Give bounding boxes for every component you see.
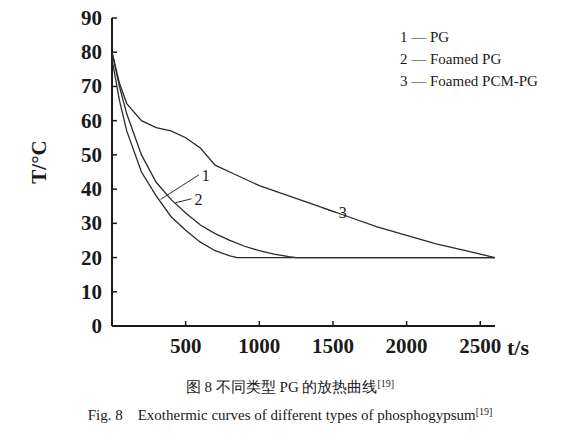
y-tick-label: 60 — [81, 109, 102, 133]
legend-entry: 2 — Foamed PG — [400, 51, 501, 67]
annotation-leader — [175, 199, 191, 203]
x-tick-label: 2000 — [386, 334, 428, 358]
x-tick — [332, 321, 334, 326]
x-tick — [480, 321, 482, 326]
y-tick — [112, 17, 117, 19]
x-axis — [112, 325, 495, 327]
y-tick-label: 90 — [81, 6, 102, 30]
y-tick — [112, 257, 117, 259]
caption-ref: [19] — [378, 378, 395, 389]
annotation-leader — [323, 208, 336, 213]
caption-en: Fig. 8 Exothermic curves of different ty… — [88, 406, 493, 424]
annotation-label: 3 — [339, 204, 347, 221]
y-tick-label: 40 — [81, 177, 102, 201]
caption-zh: 图 8 不同类型 PG 的放热曲线[19] — [186, 378, 394, 396]
y-tick — [112, 291, 117, 293]
y-tick-label: 0 — [92, 314, 103, 338]
x-tick-label: 500 — [170, 334, 202, 358]
y-tick — [112, 325, 117, 327]
annotation-label: 2 — [194, 191, 202, 208]
x-tick-label: 2500 — [459, 334, 501, 358]
caption-zh-text: 图 8 不同类型 PG 的放热曲线 — [186, 379, 378, 395]
x-axis-label: t/s — [507, 335, 529, 360]
legend-entry: 1 — PG — [400, 29, 449, 45]
caption-en-text: Fig. 8 Exothermic curves of different ty… — [88, 407, 476, 423]
caption-ref: [19] — [476, 406, 493, 417]
x-tick — [185, 321, 187, 326]
y-tick — [112, 223, 117, 225]
legend-entry: 3 — Foamed PCM-PG — [400, 73, 538, 89]
x-tick-label: 1500 — [312, 334, 354, 358]
y-tick-label: 50 — [81, 143, 102, 167]
y-axis-label: T/°C — [27, 140, 51, 183]
x-tick-label: 1000 — [238, 334, 280, 358]
chart: 0 10 20 30 40 50 60 70 80 90 500 1000 1500 2000 2500 T/… — [0, 0, 580, 448]
y-tick-label: 70 — [81, 74, 102, 98]
y-tick — [112, 154, 117, 156]
annotation-leader — [161, 175, 199, 200]
y-tick — [112, 120, 117, 122]
annotation-label: 1 — [202, 167, 210, 184]
y-tick-label: 30 — [81, 211, 102, 235]
y-tick — [112, 188, 117, 190]
x-tick — [259, 321, 261, 326]
x-tick — [406, 321, 408, 326]
y-tick-label: 10 — [81, 280, 102, 304]
y-tick-label: 20 — [81, 246, 102, 270]
y-tick-label: 80 — [81, 40, 102, 64]
